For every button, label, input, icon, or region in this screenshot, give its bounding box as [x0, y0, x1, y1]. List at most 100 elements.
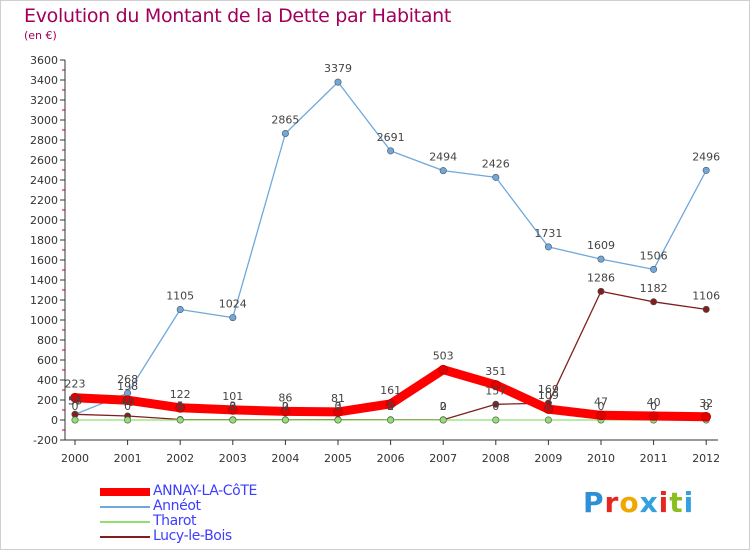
data-label-3: 1106 — [692, 289, 720, 302]
series-point-1 — [229, 314, 237, 322]
y-tick-label: 200 — [37, 394, 58, 407]
y-tick-label: 1800 — [30, 234, 58, 247]
data-label-2: 0 — [282, 400, 289, 413]
data-label-3: 1182 — [640, 282, 668, 295]
data-label-3: 169 — [538, 383, 559, 396]
y-tick-label: 400 — [37, 374, 58, 387]
data-label-3: 2 — [282, 400, 289, 413]
data-label-1: 3379 — [324, 62, 352, 75]
series-point-1 — [544, 243, 552, 251]
series-point-0 — [438, 364, 449, 375]
data-label-1: 2691 — [377, 131, 405, 144]
x-tick-label: 2003 — [219, 452, 247, 465]
y-tick-label: 1200 — [30, 294, 58, 307]
x-tick-label: 2008 — [482, 452, 510, 465]
y-tick-label: 3200 — [30, 94, 58, 107]
data-label-2: 0 — [124, 400, 131, 413]
y-tick-label: 2600 — [30, 154, 58, 167]
series-point-1 — [387, 147, 395, 155]
x-tick-label: 2000 — [61, 452, 89, 465]
series-point-0 — [385, 399, 396, 409]
data-label-2: 0 — [72, 400, 79, 413]
data-label-0: 161 — [380, 384, 401, 397]
data-label-0: 32 — [699, 397, 713, 410]
data-label-1: 2865 — [271, 114, 299, 127]
logo-letter: x — [639, 486, 659, 519]
data-label-1: 2496 — [692, 150, 720, 163]
data-label-3: 57 — [68, 394, 82, 407]
proxiti-logo: Proxiti — [583, 486, 694, 519]
x-tick-label: 2005 — [324, 452, 352, 465]
series-point-2 — [124, 416, 132, 424]
y-tick-label: 3000 — [30, 114, 58, 127]
chart-subtitle: (en €) — [24, 29, 57, 42]
y-tick-label: 1000 — [30, 314, 58, 327]
data-label-0: 109 — [538, 389, 559, 402]
series-point-0 — [648, 411, 659, 421]
y-tick-label: 2000 — [30, 214, 58, 227]
x-tick-label: 2010 — [587, 452, 615, 465]
data-label-1: 56 — [68, 394, 82, 407]
data-label-0: 503 — [433, 350, 454, 363]
x-tick-label: 2006 — [377, 452, 405, 465]
data-label-1: 2494 — [429, 151, 457, 164]
y-tick-label: 2400 — [30, 174, 58, 187]
data-label-3: 3 — [229, 400, 236, 413]
data-label-0: 223 — [65, 378, 86, 391]
series-point-2 — [334, 416, 342, 424]
data-label-3: 2 — [387, 400, 394, 413]
series-point-1 — [597, 255, 605, 263]
data-label-2: 0 — [703, 400, 710, 413]
y-tick-label: 3600 — [30, 54, 58, 67]
x-tick-label: 2002 — [166, 452, 194, 465]
y-tick-label: 3400 — [30, 74, 58, 87]
logo-letter: t — [669, 486, 684, 519]
data-label-3: 3 — [335, 400, 342, 413]
logo-letter: r — [604, 486, 620, 519]
series-point-0 — [596, 410, 606, 421]
series-point-3 — [650, 298, 658, 306]
data-label-2: 0 — [650, 400, 657, 413]
series-point-0 — [280, 406, 291, 417]
data-label-3: 157 — [485, 384, 506, 397]
data-label-2: 0 — [492, 400, 499, 413]
logo-letter: o — [619, 486, 640, 519]
series-point-2 — [176, 416, 184, 424]
logo-letter: P — [583, 486, 605, 519]
logo-letter: i — [683, 486, 695, 519]
chart-title: Evolution du Montant de la Dette par Hab… — [24, 5, 452, 27]
data-label-1: 1105 — [166, 290, 194, 303]
series-point-3 — [702, 305, 710, 313]
data-label-1: 1506 — [640, 249, 668, 262]
y-tick-label: 2800 — [30, 134, 58, 147]
data-label-0: 122 — [170, 388, 191, 401]
data-label-1: 2426 — [482, 157, 510, 170]
series-point-1 — [281, 130, 289, 138]
data-label-2: 0 — [387, 400, 394, 413]
series-point-1 — [176, 305, 184, 313]
y-tick-label: 0 — [51, 414, 58, 427]
legend-label-lucy: Lucy-le-Bois — [153, 528, 232, 544]
data-label-2: 0 — [177, 400, 184, 413]
series-point-1 — [334, 78, 342, 86]
data-label-1: 1024 — [219, 298, 247, 311]
data-label-1: 1609 — [587, 239, 615, 252]
data-label-2: 0 — [545, 400, 552, 413]
line-chart: -200020040060080010001200140016001800200… — [30, 54, 720, 465]
legend-swatch-anneot — [100, 506, 150, 508]
series-point-3 — [597, 287, 605, 295]
series-point-0 — [70, 392, 80, 403]
x-tick-label: 2007 — [429, 452, 457, 465]
series-point-2 — [544, 416, 552, 424]
series-point-1 — [650, 265, 658, 273]
data-label-3: 5 — [177, 400, 184, 413]
data-label-0: 198 — [117, 380, 138, 393]
series-point-1 — [439, 167, 447, 175]
y-tick-label: 1400 — [30, 274, 58, 287]
y-tick-label: 1600 — [30, 254, 58, 267]
series-point-0 — [543, 404, 554, 414]
x-tick-label: 2012 — [692, 452, 720, 465]
x-tick-label: 2009 — [534, 452, 562, 465]
data-label-2: 0 — [335, 400, 342, 413]
data-label-2: 0 — [440, 400, 447, 413]
